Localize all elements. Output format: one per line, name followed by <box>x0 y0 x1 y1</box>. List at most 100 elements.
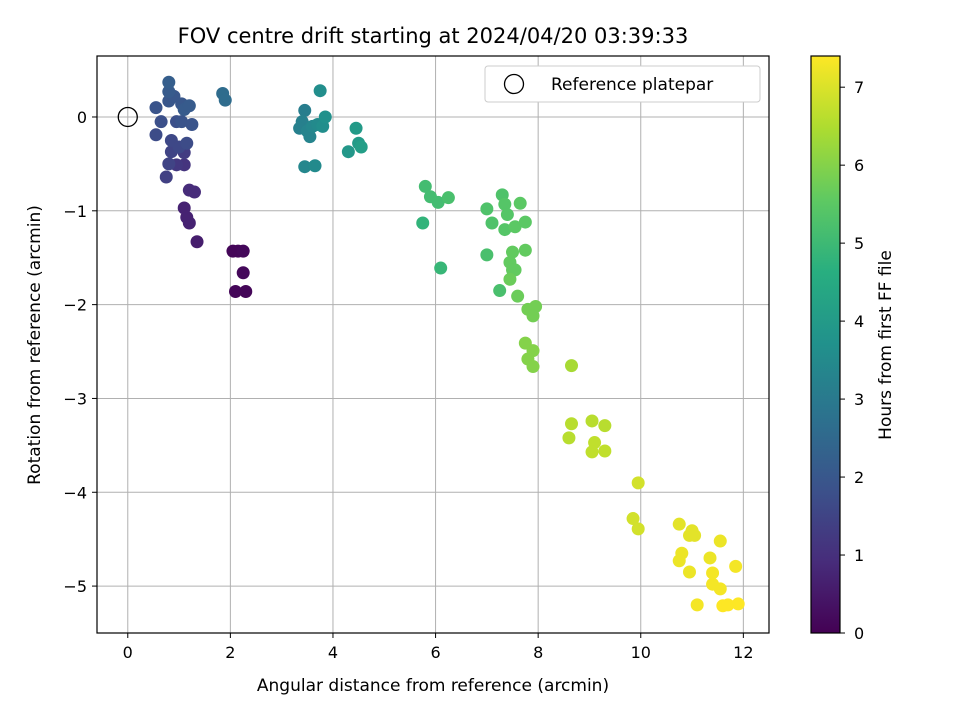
reference-marker-group <box>117 106 138 128</box>
data-point <box>518 215 532 229</box>
data-point <box>565 417 579 431</box>
x-tick-label: 6 <box>430 643 440 662</box>
data-point <box>162 75 176 89</box>
chart-title: FOV centre drift starting at 2024/04/20 … <box>178 24 689 48</box>
data-point <box>175 115 189 129</box>
data-point <box>631 476 645 490</box>
data-point <box>485 216 499 230</box>
data-point <box>688 528 702 542</box>
colorbar-tick-label: 3 <box>854 390 864 409</box>
data-point <box>631 522 645 536</box>
data-point <box>585 414 599 428</box>
data-point <box>500 208 514 222</box>
colorbar-tick-label: 0 <box>854 624 864 643</box>
y-tick-label: −2 <box>63 296 87 315</box>
data-point <box>159 170 173 184</box>
data-point <box>729 559 743 573</box>
data-point <box>318 110 332 124</box>
y-tick-label: −4 <box>63 483 87 502</box>
colorbar-tick-label: 2 <box>854 468 864 487</box>
data-point <box>498 197 512 211</box>
data-points <box>149 75 745 613</box>
data-point <box>229 284 243 298</box>
data-point <box>493 284 507 298</box>
data-point <box>236 244 250 258</box>
x-tick-label: 0 <box>123 643 133 662</box>
x-tick-label: 10 <box>631 643 651 662</box>
data-point <box>518 243 532 257</box>
x-axis-ticks: 0 2 4 6 8 10 12 <box>123 633 754 662</box>
data-point <box>313 84 327 98</box>
data-point <box>154 115 168 129</box>
y-axis-ticks: 0 −1 −2 −3 −4 −5 <box>63 108 97 596</box>
data-point <box>298 160 312 174</box>
data-point <box>416 216 430 230</box>
data-point <box>513 196 527 210</box>
data-point <box>562 431 576 445</box>
data-point <box>713 582 727 596</box>
colorbar-tick-label: 1 <box>854 546 864 565</box>
data-point <box>180 136 194 150</box>
data-point <box>298 103 312 117</box>
legend: Reference platepar <box>484 65 761 103</box>
data-point <box>506 245 520 259</box>
colorbar: 0 1 2 3 4 5 6 7 Hours from first FF file <box>810 55 896 643</box>
data-point <box>418 179 432 193</box>
colorbar-tick-label: 5 <box>854 234 864 253</box>
data-point <box>239 284 253 298</box>
data-point <box>585 445 599 459</box>
data-point <box>503 272 517 286</box>
data-point <box>149 128 163 142</box>
data-point <box>508 220 522 234</box>
reference-platepar-marker <box>117 106 138 128</box>
legend-label: Reference platepar <box>551 75 713 95</box>
colorbar-tick-label: 7 <box>854 78 864 97</box>
x-tick-label: 2 <box>225 643 235 662</box>
x-tick-label: 4 <box>328 643 338 662</box>
y-tick-label: −5 <box>63 577 87 596</box>
x-axis-label: Angular distance from reference (arcmin) <box>257 676 609 696</box>
legend-box <box>484 65 761 103</box>
data-point <box>498 223 512 237</box>
data-point <box>682 565 696 579</box>
data-point <box>626 512 640 526</box>
data-point <box>703 551 717 565</box>
data-point <box>526 360 540 374</box>
data-point <box>162 157 176 171</box>
colorbar-label: Hours from first FF file <box>876 250 896 440</box>
data-point <box>308 159 322 173</box>
data-point <box>480 248 494 262</box>
data-point <box>341 145 355 159</box>
data-point <box>598 419 612 433</box>
data-point <box>434 261 448 275</box>
colorbar-ticks: 0 1 2 3 4 5 6 7 <box>840 78 864 643</box>
data-point <box>598 444 612 458</box>
colorbar-tick-label: 6 <box>854 156 864 175</box>
data-point <box>731 597 745 611</box>
data-point <box>690 598 704 612</box>
data-point <box>236 266 250 280</box>
colorbar-gradient <box>810 55 841 634</box>
data-point <box>511 289 525 303</box>
y-tick-label: −1 <box>63 202 87 221</box>
data-point <box>182 99 196 113</box>
colorbar-tick-label: 4 <box>854 312 864 331</box>
data-point <box>187 185 201 199</box>
data-point <box>713 534 727 548</box>
data-point <box>149 101 163 115</box>
legend-reference-marker <box>503 73 525 95</box>
y-tick-label: 0 <box>77 108 87 127</box>
data-point <box>349 121 363 135</box>
data-point <box>185 117 199 131</box>
data-point <box>526 309 540 323</box>
data-point <box>441 191 455 205</box>
y-tick-label: −3 <box>63 389 87 408</box>
data-point <box>672 554 686 568</box>
data-point <box>354 140 368 154</box>
grid <box>97 56 769 633</box>
plot-frame <box>96 55 770 634</box>
data-point <box>480 202 494 216</box>
x-tick-label: 12 <box>733 643 753 662</box>
data-point <box>162 85 176 99</box>
